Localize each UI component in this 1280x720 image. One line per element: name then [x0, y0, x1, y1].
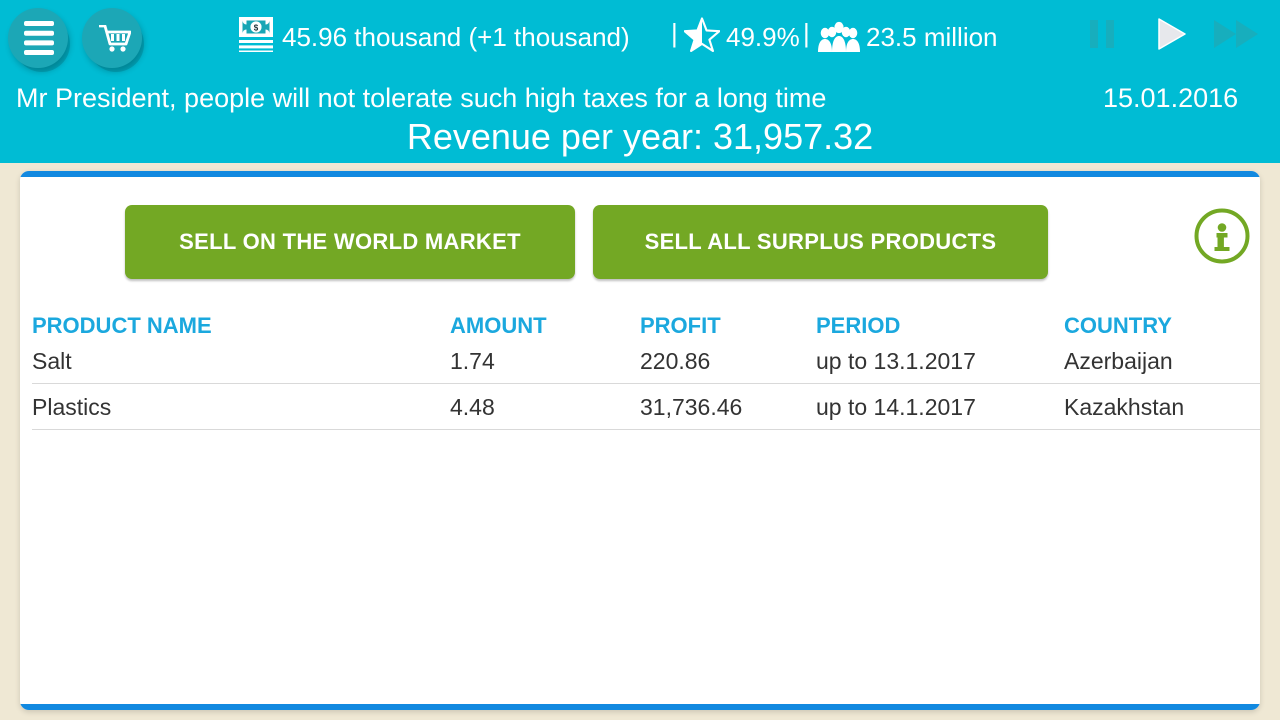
svg-text:$: $	[254, 23, 259, 32]
